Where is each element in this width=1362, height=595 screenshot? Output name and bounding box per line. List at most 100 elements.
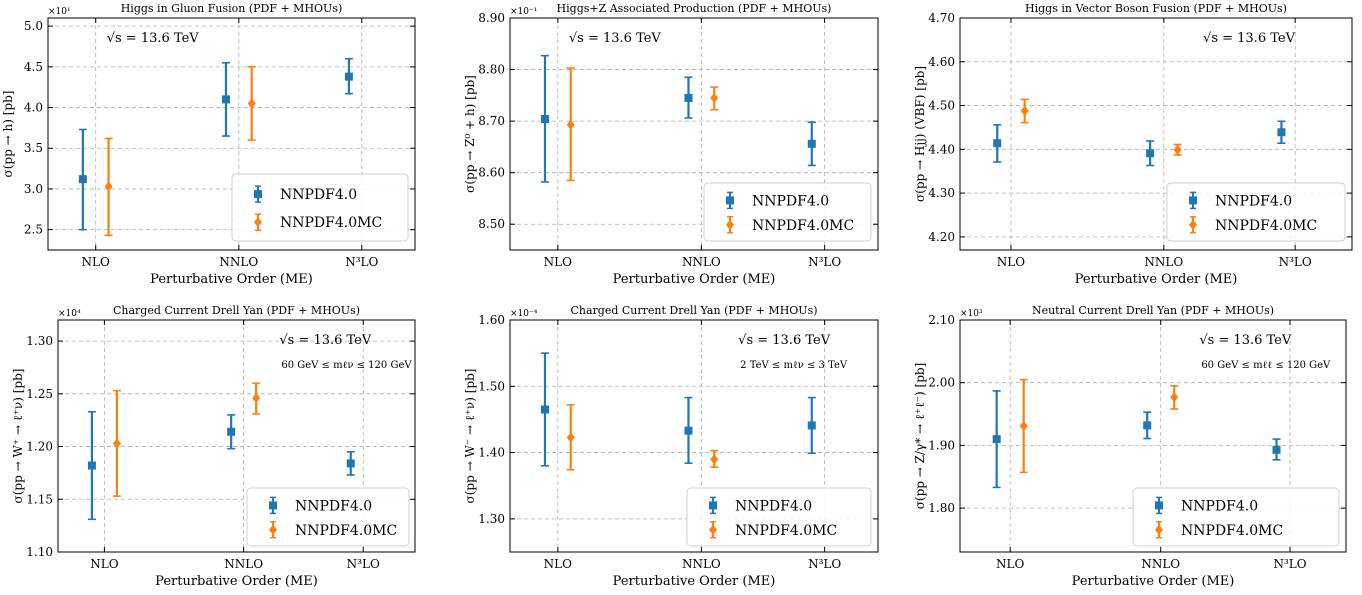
x-tick-label: N³LO: [1273, 557, 1306, 571]
data-point: [112, 389, 121, 497]
y-tick-label: 1.30: [26, 334, 53, 348]
subplot-1: 2.5 3.0 3.5 4.0 4.5 5.0 NLO NNLO N³LO Higgs in Gl…: [1, 2, 416, 287]
y-tick-label: 4.0: [24, 101, 43, 115]
data-point: [684, 396, 693, 464]
marker-diamond: [710, 92, 719, 103]
data-point: [104, 137, 113, 237]
legend-box: [1166, 182, 1346, 242]
kinematic-cut-label: 2 TeV ≤ mℓν ≤ 3 TeV: [740, 360, 848, 371]
marker-square: [540, 405, 549, 414]
plot-frame: [47, 17, 416, 251]
marker-square: [1146, 149, 1155, 158]
x-axis-label: Perturbative Order (ME): [155, 574, 318, 589]
data-point: [1173, 143, 1182, 156]
legend-marker-square: [254, 190, 262, 199]
data-point: [540, 54, 549, 183]
kinematic-cut-label: 60 GeV ≤ mℓℓ ≤ 120 GeV: [1201, 360, 1331, 371]
sqrt-s-annotation: √s = 13.6 TeV: [279, 333, 372, 348]
legend-marker-diamond: [726, 219, 734, 230]
y-tick-label: 1.25: [26, 387, 53, 401]
x-tick-label: NLO: [90, 557, 118, 571]
marker-diamond: [252, 393, 261, 404]
marker-square: [684, 426, 693, 435]
data-point: [227, 414, 236, 450]
legend-marker-square: [1189, 196, 1197, 205]
legend-label: NNPDF4.0: [735, 498, 812, 514]
legend-marker-diamond: [1189, 219, 1197, 230]
marker-diamond: [1170, 392, 1179, 403]
y-tick-label: 8.70: [478, 114, 505, 128]
x-tick-label: NNLO: [219, 255, 258, 269]
y-tick-label: 4.70: [928, 11, 955, 25]
y-tick-label: 4.5: [24, 60, 43, 74]
x-tick-label: NLO: [996, 557, 1024, 571]
chart-title: Higgs in Vector Boson Fusion (PDF + MHOU…: [1025, 2, 1287, 15]
legend-marker-square: [726, 196, 734, 205]
legend-label: NNPDF4.0MC: [735, 523, 837, 539]
legend: NNPDF4.0 NNPDF4.0MC: [1166, 182, 1346, 242]
marker-square: [807, 421, 816, 430]
y-tick-label: 2.10: [928, 313, 955, 327]
legend: NNPDF4.0 NNPDF4.0MC: [686, 487, 872, 547]
data-point: [1170, 385, 1179, 410]
data-point: [344, 57, 353, 95]
data-point: [78, 128, 87, 231]
marker-square: [1272, 445, 1281, 454]
y-tick-label: 1.80: [928, 501, 955, 515]
legend: NNPDF4.0 NNPDF4.0MC: [231, 173, 409, 242]
x-axis-label: Perturbative Order (ME): [150, 272, 313, 287]
y-tick-label: 1.60: [478, 313, 505, 327]
x-tick-label: N³LO: [1279, 255, 1312, 269]
x-tick-label: NLO: [997, 255, 1025, 269]
x-tick-label: N³LO: [347, 557, 380, 571]
data-point: [1272, 438, 1281, 461]
data-point: [1277, 120, 1286, 144]
legend-marker-diamond: [269, 524, 277, 535]
data-point: [710, 86, 719, 111]
data-point: [540, 352, 549, 467]
legend-box: [703, 182, 872, 242]
legend-label: NNPDF4.0: [295, 498, 372, 514]
subplot-6: 1.80 1.90 2.00 2.10 NLO NNLO N³LO Neutral Curre…: [913, 304, 1347, 589]
y-tick-label: 8.90: [478, 11, 505, 25]
y-tick-label: 1.10: [26, 545, 53, 559]
marker-square: [221, 95, 230, 104]
marker-diamond: [566, 432, 575, 443]
y-tick-label: 4.20: [928, 230, 955, 244]
marker-square: [346, 459, 355, 468]
chart-title: Neutral Current Drell Yan (PDF + MHOUs): [1032, 304, 1274, 317]
data-point: [221, 61, 230, 137]
plot-frame: [959, 319, 1347, 553]
data-point: [993, 124, 1002, 163]
chart-title: Higgs+Z Associated Production (PDF + MHO…: [557, 2, 832, 15]
x-tick-label: N³LO: [808, 557, 841, 571]
data-point: [252, 382, 261, 415]
marker-diamond: [104, 181, 113, 192]
axis-multiplier: ×10³: [960, 309, 983, 319]
axis-multiplier: ×10¹: [48, 7, 71, 17]
legend-marker-square: [709, 501, 717, 510]
legend-marker-diamond: [1155, 524, 1163, 535]
legend-label: NNPDF4.0: [1181, 498, 1258, 514]
legend-label: NNPDF4.0MC: [280, 215, 382, 231]
data-point: [710, 449, 719, 468]
legend-marker-square: [1155, 501, 1163, 510]
data-point: [566, 404, 575, 471]
legend-marker-diamond: [709, 524, 717, 535]
sqrt-s-annotation: √s = 13.6 TeV: [107, 31, 200, 46]
legend-box: [246, 487, 410, 547]
data-point: [1143, 411, 1152, 440]
y-tick-label: 8.50: [478, 217, 505, 231]
subplot-3: 4.20 4.30 4.40 4.50 4.60 4.70 NLO NNLO N³LO Higgs…: [913, 2, 1353, 287]
x-tick-label: NNLO: [224, 557, 263, 571]
marker-diamond: [1173, 144, 1182, 155]
legend-label: NNPDF4.0: [1215, 193, 1292, 209]
axis-multiplier: ×10⁻⁴: [510, 309, 538, 319]
kinematic-cut-label: 60 GeV ≤ mℓν ≤ 120 GeV: [281, 360, 412, 371]
marker-square: [992, 435, 1001, 444]
y-tick-label: 1.15: [26, 492, 53, 506]
legend-label: NNPDF4.0: [752, 193, 829, 209]
y-axis-label: σ(pp → Hjj) (VBF) [pb]: [913, 66, 927, 202]
data-point: [87, 410, 96, 521]
marker-square: [807, 139, 816, 148]
